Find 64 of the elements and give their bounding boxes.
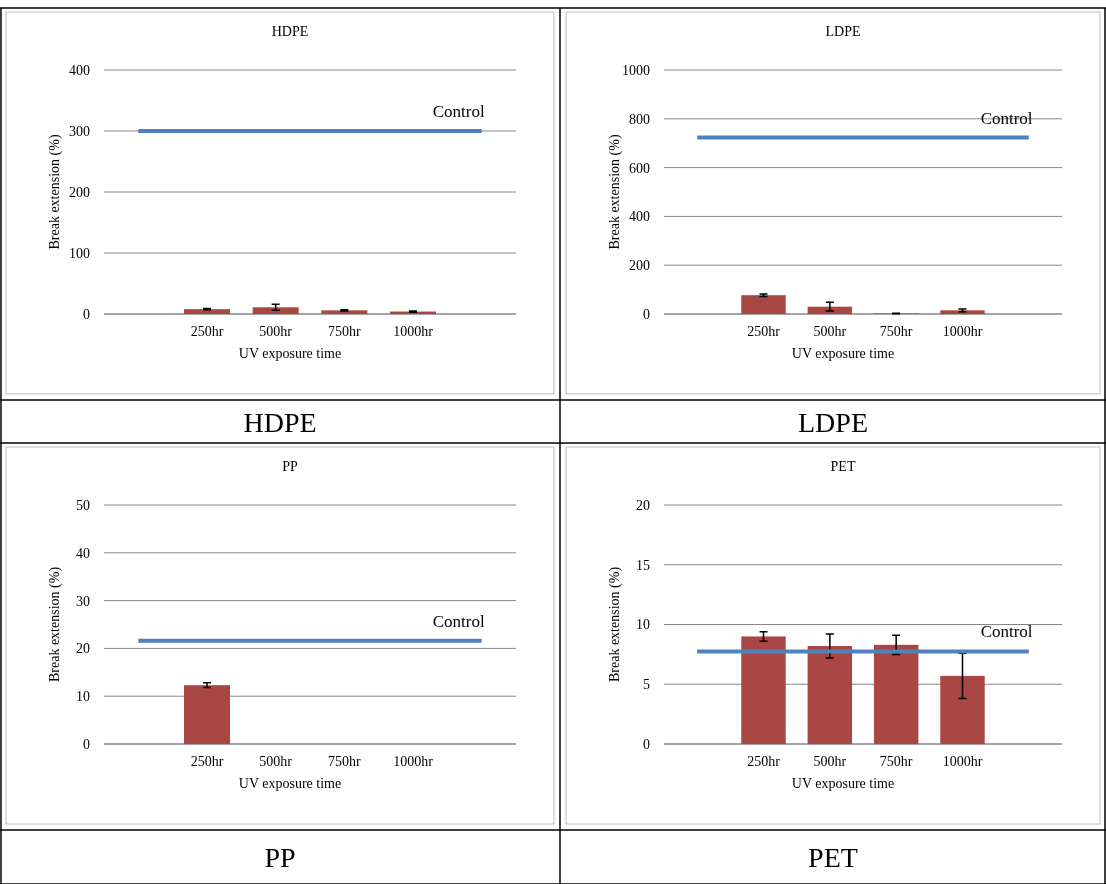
y-tick-label: 100	[69, 245, 90, 261]
x-axis-title: UV exposure time	[238, 346, 342, 361]
y-tick-label: 40	[76, 545, 90, 561]
y-tick-label: 5	[643, 677, 650, 693]
y-tick-label: 600	[629, 160, 650, 176]
x-tick-label: 250hr	[190, 323, 224, 339]
text: PET	[808, 842, 858, 873]
ref-line-label: Control	[980, 108, 1033, 128]
y-axis-title: Break extension (%)	[47, 566, 63, 683]
y-tick-label: 20	[76, 641, 90, 657]
chart-title: PP	[282, 459, 298, 474]
bar	[741, 636, 786, 744]
text: HDPE	[243, 406, 317, 438]
x-axis-title: UV exposure time	[791, 776, 895, 791]
y-tick-label: 30	[76, 593, 90, 609]
y-axis-title: Break extension (%)	[607, 566, 623, 683]
ref-line-label: Control	[432, 611, 485, 631]
x-tick-label: 500hr	[259, 323, 293, 339]
y-axis-title: Break extension (%)	[607, 134, 623, 250]
x-tick-label: 500hr	[813, 323, 847, 339]
y-tick-label: 300	[69, 123, 90, 139]
x-tick-label: 750hr	[328, 323, 361, 339]
bar	[940, 675, 985, 744]
x-tick-label: 750hr	[328, 753, 361, 769]
y-tick-label: 15	[636, 557, 650, 573]
y-tick-label: 0	[83, 306, 90, 322]
y-tick-label: 400	[629, 209, 650, 225]
x-tick-label: 500hr	[259, 753, 293, 769]
ref-line-label: Control	[980, 622, 1033, 642]
x-tick-label: 1000hr	[942, 323, 983, 339]
text: PP	[264, 842, 296, 873]
y-tick-label: 800	[629, 111, 650, 127]
text: LDPE	[798, 406, 868, 438]
y-tick-label: 400	[69, 62, 90, 78]
x-tick-label: 1000hr	[942, 753, 983, 769]
x-tick-label: 250hr	[190, 753, 224, 769]
x-tick-label: 750hr	[879, 753, 913, 769]
bar	[741, 295, 786, 314]
bar	[940, 310, 985, 314]
y-tick-label: 50	[76, 497, 90, 513]
chart-title: LDPE	[825, 24, 861, 39]
x-tick-label: 250hr	[747, 753, 781, 769]
y-tick-label: 0	[83, 736, 90, 752]
x-axis-title: UV exposure time	[791, 346, 895, 361]
x-axis-title: UV exposure time	[238, 776, 342, 791]
y-tick-label: 10	[636, 617, 650, 633]
y-tick-label: 20	[636, 497, 650, 513]
chart-title: HDPE	[271, 24, 309, 39]
chart-title: PET	[830, 459, 856, 474]
y-tick-label: 0	[643, 306, 650, 322]
y-tick-label: 200	[69, 184, 90, 200]
y-tick-label: 10	[76, 689, 90, 705]
x-tick-label: 250hr	[747, 323, 781, 339]
y-tick-label: 1000	[622, 62, 650, 78]
bar	[807, 646, 853, 744]
x-tick-label: 1000hr	[393, 753, 434, 769]
y-tick-label: 0	[643, 736, 650, 752]
x-tick-label: 1000hr	[393, 323, 434, 339]
x-tick-label: 750hr	[879, 323, 913, 339]
y-tick-label: 200	[629, 258, 650, 274]
y-axis-title: Break extension (%)	[47, 134, 63, 250]
x-tick-label: 500hr	[813, 753, 847, 769]
bar	[873, 644, 919, 744]
ref-line-label: Control	[432, 102, 485, 121]
